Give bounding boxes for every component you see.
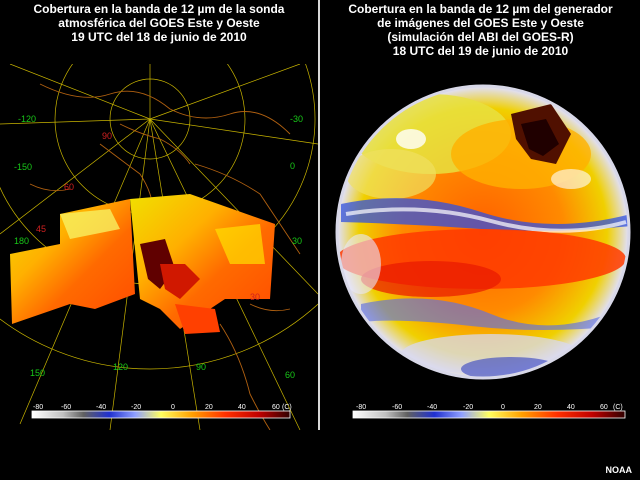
grid-label-lat: 90 xyxy=(102,131,112,141)
grid-label-lon: 0 xyxy=(290,161,295,171)
colorbar-tick: 40 xyxy=(238,404,246,411)
left-title-line-3: 19 UTC del 18 de junio de 2010 xyxy=(71,30,247,44)
right-colorbar-ticks: -80 -60 -40 -20 0 20 40 60 (C) xyxy=(356,404,623,411)
colorbar-tick: -40 xyxy=(96,404,106,411)
colorbar-tick: 60 xyxy=(600,404,608,411)
colorbar-tick: 60 xyxy=(272,404,280,411)
colorbar-tick: -20 xyxy=(463,404,473,411)
colorbar-tick: -80 xyxy=(33,404,43,411)
grid-label-lon: -120 xyxy=(18,114,36,124)
left-colorbar-ticks: -80 -60 -40 -20 0 20 40 60 (C) xyxy=(33,404,292,411)
grid-label-lon: 90 xyxy=(196,362,206,372)
colorbar-tick: 20 xyxy=(534,404,542,411)
left-title-line-1: Cobertura en la banda de 12 µm de la son… xyxy=(33,2,285,16)
colorbar-tick: -80 xyxy=(356,404,366,411)
right-colorbar: -80 -60 -40 -20 0 20 40 60 (C) xyxy=(352,404,626,419)
colorbar-tick: 20 xyxy=(205,404,213,411)
colorbar-tick: 0 xyxy=(171,404,175,411)
grid-label-lon: 180 xyxy=(14,236,29,246)
sounder-swath xyxy=(10,194,275,334)
grid-label-lon: 60 xyxy=(285,370,295,380)
grid-label-lon: -30 xyxy=(290,114,303,124)
colorbar-tick: -60 xyxy=(61,404,71,411)
right-title-line-2: de imágenes del GOES Este y Oeste xyxy=(377,16,584,30)
right-title-line-3: (simulación del ABI del GOES-R) xyxy=(387,30,574,44)
right-title-line-4: 18 UTC del 19 de junio de 2010 xyxy=(392,44,569,58)
right-full-disk-map: -80 -60 -40 -20 0 20 40 60 (C) xyxy=(335,84,631,419)
colorbar-tick: -40 xyxy=(427,404,437,411)
panel-divider xyxy=(318,0,320,430)
grid-label-lon: -150 xyxy=(14,162,32,172)
grid-label-lat: 60 xyxy=(64,182,74,192)
grid-label-lon: 30 xyxy=(292,236,302,246)
left-colorbar: -80 -60 -40 -20 0 20 40 60 (C) xyxy=(31,404,292,419)
left-panel-title: Cobertura en la banda de 12 µm de la son… xyxy=(0,2,318,44)
colorbar-tick: -20 xyxy=(131,404,141,411)
colorbar-tick: -60 xyxy=(392,404,402,411)
grid-label-lat: 45 xyxy=(36,224,46,234)
right-panel-title: Cobertura en la banda de 12 µm del gener… xyxy=(321,2,640,58)
colorbar-unit: (C) xyxy=(613,404,623,411)
noaa-credit: NOAA xyxy=(605,465,633,475)
colorbar-tick: 40 xyxy=(567,404,575,411)
left-title-line-2: atmosférica del GOES Este y Oeste xyxy=(58,16,260,30)
left-sounder-map: -120 -150 180 150 120 90 60 30 0 -30 90 … xyxy=(0,64,318,430)
colorbar-unit: (C) xyxy=(282,404,292,411)
right-title-line-1: Cobertura en la banda de 12 µm del gener… xyxy=(348,2,613,16)
earth-disk xyxy=(335,84,631,380)
colorbar-tick: 0 xyxy=(501,404,505,411)
grid-label-lon: 150 xyxy=(30,368,45,378)
grid-label-lon: 120 xyxy=(113,362,128,372)
grid-label-lat: 30 xyxy=(250,292,260,302)
